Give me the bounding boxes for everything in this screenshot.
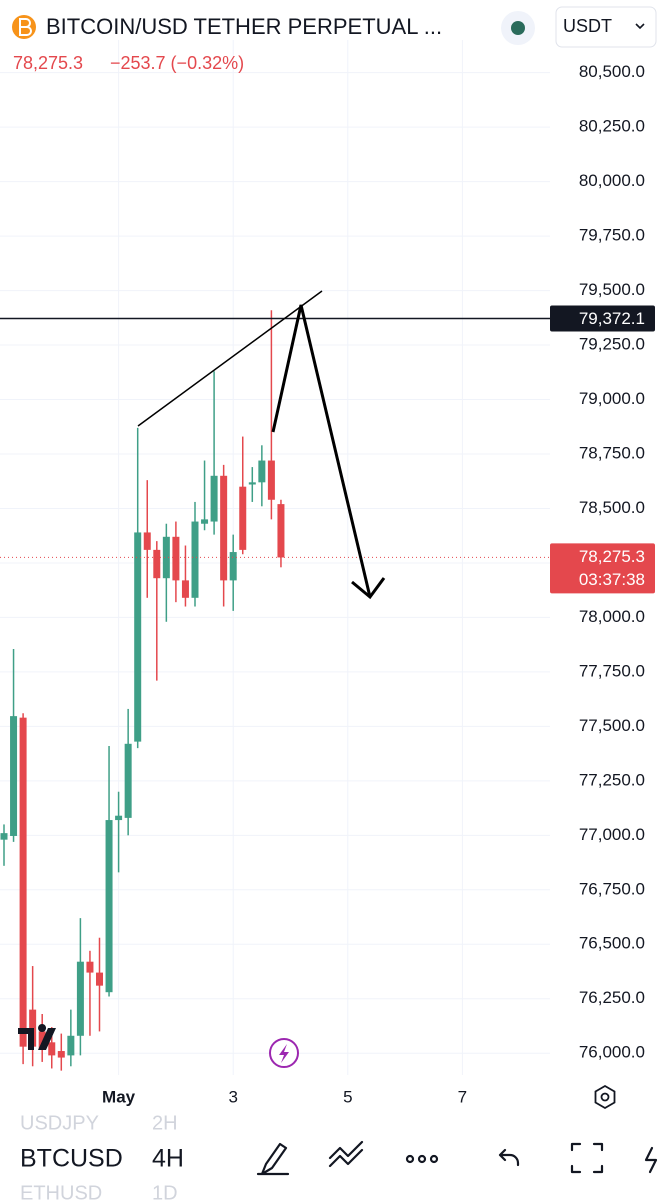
lines-tool[interactable] — [328, 1140, 364, 1168]
plot — [0, 310, 550, 1071]
x-tick-label: May — [102, 1087, 136, 1106]
y-tick-label: 77,500.0 — [579, 716, 645, 735]
candle-body — [134, 532, 142, 742]
more-tool[interactable] — [644, 1146, 658, 1174]
candle-body — [48, 1042, 56, 1056]
y-tick-label: 79,750.0 — [579, 226, 645, 245]
settings-button[interactable] — [594, 1084, 616, 1110]
candle-body — [67, 1035, 75, 1056]
y-tick-label: 76,250.0 — [579, 988, 645, 1007]
status-dot — [511, 21, 525, 35]
arrow-head — [351, 577, 386, 600]
candle-body — [201, 519, 209, 524]
y-tick-label: 77,000.0 — [579, 825, 645, 844]
currency-dropdown[interactable] — [555, 6, 657, 48]
y-tick-label: 77,750.0 — [579, 661, 645, 680]
candle-body — [38, 1031, 46, 1049]
y-tick-label: 79,000.0 — [579, 389, 645, 408]
symbol-interval[interactable]: 2H — [152, 1112, 178, 1134]
candle-body — [258, 460, 266, 483]
y-tick-label: 80,250.0 — [579, 117, 645, 136]
symbol-interval[interactable]: 1D — [152, 1182, 178, 1200]
symbol-name[interactable]: ETHUSD — [20, 1182, 102, 1200]
y-tick-label: 79,500.0 — [579, 280, 645, 299]
price-change: −253.7 (−0.32%) — [110, 53, 244, 73]
candle-body — [210, 475, 218, 522]
candle-body — [19, 717, 27, 1047]
more-dot — [429, 1154, 439, 1164]
arrow-path — [271, 304, 372, 598]
candle-body — [162, 536, 170, 579]
fullscreen-button[interactable] — [570, 1142, 604, 1174]
y-tick-label: 76,000.0 — [579, 1043, 645, 1062]
candle-body — [124, 743, 132, 818]
candle-body — [96, 972, 103, 986]
y-tick-label: 79,250.0 — [579, 335, 645, 354]
countdown-label: 03:37:38 — [579, 570, 645, 589]
draw-tool[interactable] — [256, 1142, 290, 1176]
x-tick-label: 3 — [228, 1087, 237, 1106]
x-tick-label: 7 — [458, 1087, 467, 1106]
symbol-name[interactable]: USDJPY — [20, 1112, 99, 1134]
y-tick-label: 80,000.0 — [579, 171, 645, 190]
candle-body — [220, 475, 228, 581]
candle-body — [10, 716, 18, 836]
lightning-icon — [279, 1044, 289, 1063]
candle-body — [172, 536, 180, 581]
chevron — [635, 23, 645, 30]
drawings — [137, 290, 386, 600]
price-line-label: 79,372.1 — [579, 309, 645, 328]
candle-body — [76, 961, 84, 1036]
more-dot[interactable] — [405, 1154, 415, 1164]
trend-line — [137, 290, 323, 427]
symbol-name[interactable]: BTCUSD — [20, 1145, 123, 1173]
candle-body — [229, 552, 237, 581]
toolbar: USDJPY 2H BTCUSD 4H ETHUSD 1D — [20, 1112, 184, 1200]
y-tick-label: 78,000.0 — [579, 607, 645, 626]
candle-body — [191, 521, 199, 598]
y-tick-label: 77,250.0 — [579, 770, 645, 789]
last-price-label: 78,275.3 — [579, 547, 645, 566]
candle-body — [143, 532, 151, 550]
y-tick-label: 78,750.0 — [579, 443, 645, 462]
coin-glyph — [19, 18, 32, 36]
y-tick-label: 76,750.0 — [579, 879, 645, 898]
settings-dot — [600, 1092, 610, 1102]
last-price: 78,275.3 — [13, 53, 83, 73]
candle-body — [105, 820, 113, 993]
y-tick-label: 78,500.0 — [579, 498, 645, 517]
candle-body — [239, 486, 247, 550]
price-line-label-box — [550, 305, 655, 332]
y-tick-label: 80,500.0 — [579, 62, 645, 81]
candle-body — [86, 961, 94, 973]
candle-body — [181, 580, 189, 598]
candle-body — [0, 833, 8, 840]
candle-body — [277, 504, 285, 558]
last-price-box — [550, 543, 655, 594]
more-dot — [417, 1154, 427, 1164]
candle-body — [153, 549, 161, 579]
grid — [0, 40, 550, 1075]
tv-logo[interactable] — [18, 1024, 56, 1050]
candle-body — [248, 482, 256, 485]
currency-label: USDT — [563, 16, 612, 36]
symbol-title: BITCOIN/USD TETHER PERPETUAL ... — [46, 14, 442, 39]
undo-button[interactable] — [498, 1148, 520, 1167]
candle-body — [57, 1051, 65, 1058]
candle-body — [267, 460, 275, 500]
candle-body — [115, 815, 123, 821]
symbol-interval[interactable]: 4H — [152, 1145, 184, 1173]
y-tick-label: 76,500.0 — [579, 934, 645, 953]
x-tick-label: 5 — [343, 1087, 352, 1106]
